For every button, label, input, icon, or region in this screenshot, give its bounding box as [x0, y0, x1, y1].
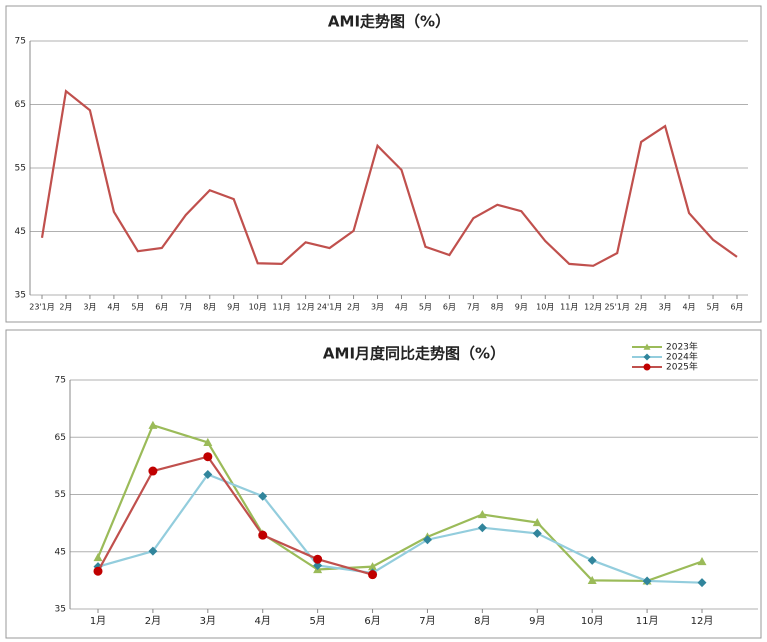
y-tick-label: 65	[55, 433, 66, 443]
x-tick-label: 9月	[529, 615, 545, 627]
marker	[368, 562, 378, 571]
marker	[148, 420, 158, 429]
y-tick-label: 45	[15, 227, 26, 237]
x-tick-label: 3月	[83, 303, 96, 312]
y-tick-label: 75	[55, 376, 66, 386]
x-tick-label: 10月	[536, 303, 554, 312]
x-tick-label: 4月	[683, 303, 696, 312]
x-tick-label: 6月	[730, 303, 743, 312]
chart-title: AMI走势图（%）	[328, 13, 450, 31]
marker	[203, 452, 213, 462]
y-tick-label: 35	[55, 605, 66, 615]
x-tick-label: 11月	[636, 615, 659, 627]
x-tick-label: 4月	[107, 303, 120, 312]
series-line	[97, 473, 703, 584]
x-tick-label: 2月	[59, 303, 72, 312]
x-tick-label: 12月	[584, 303, 602, 312]
y-tick-label: 35	[15, 291, 26, 301]
x-tick-label: 4月	[255, 615, 271, 627]
x-tick-label: 6月	[364, 615, 380, 627]
x-tick-label: 2月	[145, 615, 161, 627]
marker	[532, 528, 542, 538]
marker	[697, 556, 707, 566]
x-tick-label: 23'1月	[29, 303, 54, 312]
x-tick-label: 5月	[419, 303, 432, 312]
x-tick-label: 3月	[200, 615, 216, 627]
marker	[93, 552, 103, 562]
chart-title: AMI月度同比走势图（%）	[323, 345, 505, 363]
marker	[643, 353, 651, 361]
series-line	[40, 89, 738, 267]
x-tick-label: 9月	[515, 303, 528, 312]
x-tick-label: 3月	[659, 303, 672, 312]
x-tick-label: 7月	[467, 303, 480, 312]
marker	[477, 523, 487, 533]
marker	[258, 491, 268, 501]
x-tick-label: 24'1月	[317, 303, 342, 312]
marker	[203, 437, 213, 447]
marker	[313, 554, 323, 564]
marker	[477, 510, 487, 519]
marker	[422, 535, 432, 545]
marker	[368, 570, 378, 580]
y-tick-label: 55	[55, 490, 66, 500]
x-tick-label: 1月	[90, 615, 106, 627]
series-line	[97, 455, 373, 576]
x-tick-label: 5月	[309, 615, 325, 627]
x-tick-label: 5月	[131, 303, 144, 312]
y-tick-label: 75	[15, 37, 26, 47]
marker	[148, 466, 158, 476]
x-tick-label: 7月	[179, 303, 192, 312]
panel	[5, 5, 762, 323]
legend-label: 2025年	[666, 361, 698, 373]
legend-label: 2024年	[666, 351, 698, 363]
marker	[642, 576, 652, 586]
x-tick-label: 6月	[443, 303, 456, 312]
x-tick-label: 8月	[474, 615, 490, 627]
x-tick-label: 2月	[635, 303, 648, 312]
marker	[203, 469, 213, 479]
x-tick-label: 6月	[155, 303, 168, 312]
x-tick-label: 11月	[560, 303, 578, 312]
x-tick-label: 9月	[227, 303, 240, 312]
marker	[643, 343, 651, 350]
x-tick-label: 2月	[347, 303, 360, 312]
x-tick-label: 5月	[706, 303, 719, 312]
y-tick-label: 55	[15, 164, 26, 174]
marker	[313, 560, 323, 570]
x-tick-label: 10月	[249, 303, 267, 312]
marker	[148, 546, 158, 556]
marker	[643, 363, 651, 371]
y-tick-label: 65	[15, 100, 26, 110]
x-tick-label: 7月	[419, 615, 435, 627]
panel	[5, 329, 762, 639]
x-tick-label: 8月	[203, 303, 216, 312]
x-tick-label: 11月	[273, 303, 291, 312]
marker	[532, 518, 542, 527]
x-tick-label: 25'1月	[604, 303, 629, 312]
marker	[587, 575, 597, 584]
marker	[258, 530, 268, 540]
x-tick-label: 12月	[297, 303, 315, 312]
marker	[697, 578, 707, 588]
marker	[93, 566, 103, 576]
y-tick-label: 45	[55, 547, 66, 557]
marker	[587, 555, 597, 565]
x-tick-label: 8月	[491, 303, 504, 312]
x-tick-label: 3月	[371, 303, 384, 312]
x-tick-label: 12月	[691, 615, 714, 627]
x-tick-label: 4月	[395, 303, 408, 312]
x-tick-label: 10月	[581, 615, 604, 627]
series-line	[96, 423, 703, 583]
legend-label: 2023年	[666, 341, 698, 353]
